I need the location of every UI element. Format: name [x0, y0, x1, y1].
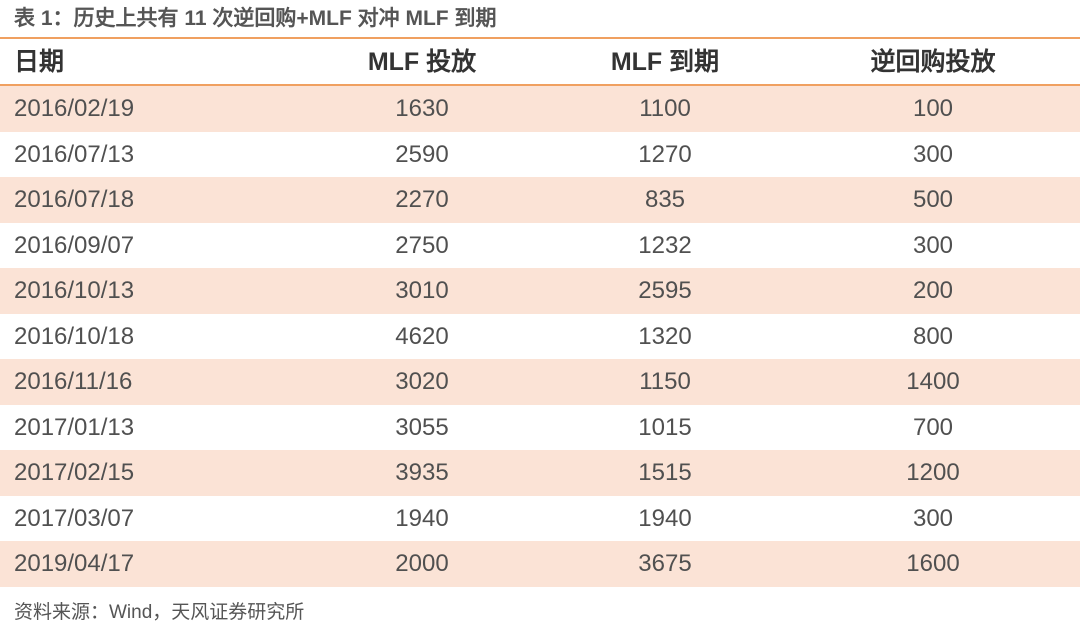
value-cell: 835: [644, 186, 686, 213]
date-cell: 2017/02/15: [14, 459, 135, 486]
value-cell: 4620: [395, 322, 449, 350]
value-cell: 1630: [395, 95, 449, 122]
value-cell: 3010: [395, 277, 449, 304]
date-cell: 2019/04/17: [14, 550, 135, 577]
table-row: 2017/02/15 3935 1515 1200: [0, 450, 1080, 496]
value-cell: 200: [912, 277, 954, 304]
table-row: 2016/07/13 2590 1270 300: [0, 132, 1080, 178]
table-row: 2016/09/07 2750 1232 300: [0, 223, 1080, 269]
table-row: 2016/10/13 3010 2595 200: [0, 268, 1080, 314]
table-row: 2016/11/16 3020 1150 1400: [0, 359, 1080, 405]
date-cell: 2016/10/18: [14, 322, 135, 350]
header-rule: [0, 84, 1080, 86]
value-cell: 2000: [395, 550, 449, 577]
value-cell: 700: [912, 413, 954, 441]
date-cell: 2016/07/13: [14, 140, 135, 168]
value-cell: 2270: [395, 186, 449, 213]
table-row: 2016/02/19 1630 1100 100: [0, 86, 1080, 132]
value-cell: 300: [912, 504, 954, 532]
table-row: 2017/01/13 3055 1015 700: [0, 405, 1080, 451]
table-row: 2016/10/18 4620 1320 800: [0, 314, 1080, 360]
value-cell: 1150: [639, 368, 691, 395]
value-cell: 1515: [638, 459, 692, 486]
value-cell: 1232: [638, 231, 692, 259]
value-cell: 1600: [906, 550, 960, 577]
date-cell: 2016/07/18: [14, 186, 135, 213]
value-cell: 300: [912, 140, 954, 168]
column-header: 逆回购投放: [870, 48, 996, 76]
value-cell: 2750: [395, 231, 449, 259]
value-cell: 1400: [906, 368, 960, 395]
value-cell: 1270: [638, 140, 692, 168]
value-cell: 500: [912, 186, 954, 213]
table-row: 2017/03/07 1940 1940 300: [0, 496, 1080, 542]
top-rule: [0, 37, 1080, 39]
value-cell: 3055: [395, 413, 449, 441]
column-header: MLF 到期: [610, 48, 720, 76]
table-row: 2016/07/18 2270 835 500: [0, 177, 1080, 223]
date-cell: 2016/09/07: [14, 231, 135, 259]
source-note: 资料来源：Wind，天风证券研究所: [14, 602, 305, 623]
value-cell: 1940: [638, 504, 692, 532]
date-cell: 2016/11/16: [14, 368, 133, 395]
value-cell: 1100: [639, 95, 691, 122]
value-cell: 800: [912, 322, 954, 350]
value-cell: 1320: [638, 322, 692, 350]
date-cell: 2017/01/13: [14, 413, 135, 441]
value-cell: 300: [912, 231, 954, 259]
value-cell: 1200: [906, 459, 960, 486]
table-title: 表 1：历史上共有 11 次逆回购+MLF 对冲 MLF 到期: [14, 7, 497, 30]
value-cell: 100: [912, 95, 954, 122]
value-cell: 3675: [638, 550, 692, 577]
value-cell: 2590: [395, 140, 449, 168]
date-cell: 2017/03/07: [14, 504, 135, 532]
value-cell: 1940: [395, 504, 449, 532]
value-cell: 3935: [395, 459, 449, 486]
table-row: 2019/04/17 2000 3675 1600: [0, 541, 1080, 587]
value-cell: 1015: [638, 413, 692, 441]
column-header: MLF 投放: [367, 48, 477, 76]
column-header: 日期: [14, 48, 65, 76]
date-cell: 2016/10/13: [14, 277, 135, 304]
date-cell: 2016/02/19: [14, 95, 135, 122]
value-cell: 3020: [395, 368, 449, 395]
value-cell: 2595: [638, 277, 692, 304]
